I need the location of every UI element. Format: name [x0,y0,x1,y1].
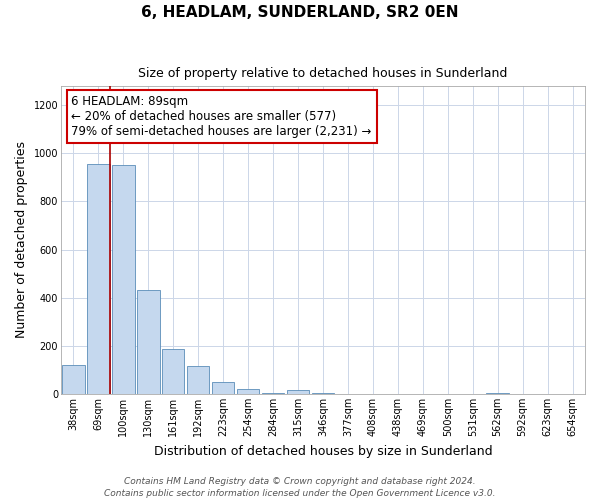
Bar [87,164,110,394]
Bar [237,389,259,394]
Bar [487,393,509,394]
Bar [137,290,160,394]
Bar [162,350,184,394]
Bar [212,382,235,394]
Bar [187,366,209,394]
Text: 6 HEADLAM: 89sqm
← 20% of detached houses are smaller (577)
79% of semi-detached: 6 HEADLAM: 89sqm ← 20% of detached house… [71,95,372,138]
Y-axis label: Number of detached properties: Number of detached properties [15,142,28,338]
Bar [112,166,134,394]
X-axis label: Distribution of detached houses by size in Sunderland: Distribution of detached houses by size … [154,444,492,458]
Bar [62,365,85,394]
Text: Contains HM Land Registry data © Crown copyright and database right 2024.
Contai: Contains HM Land Registry data © Crown c… [104,476,496,498]
Bar [287,390,309,394]
Bar [262,393,284,394]
Bar [312,393,334,394]
Title: Size of property relative to detached houses in Sunderland: Size of property relative to detached ho… [138,68,508,80]
Text: 6, HEADLAM, SUNDERLAND, SR2 0EN: 6, HEADLAM, SUNDERLAND, SR2 0EN [141,5,459,20]
